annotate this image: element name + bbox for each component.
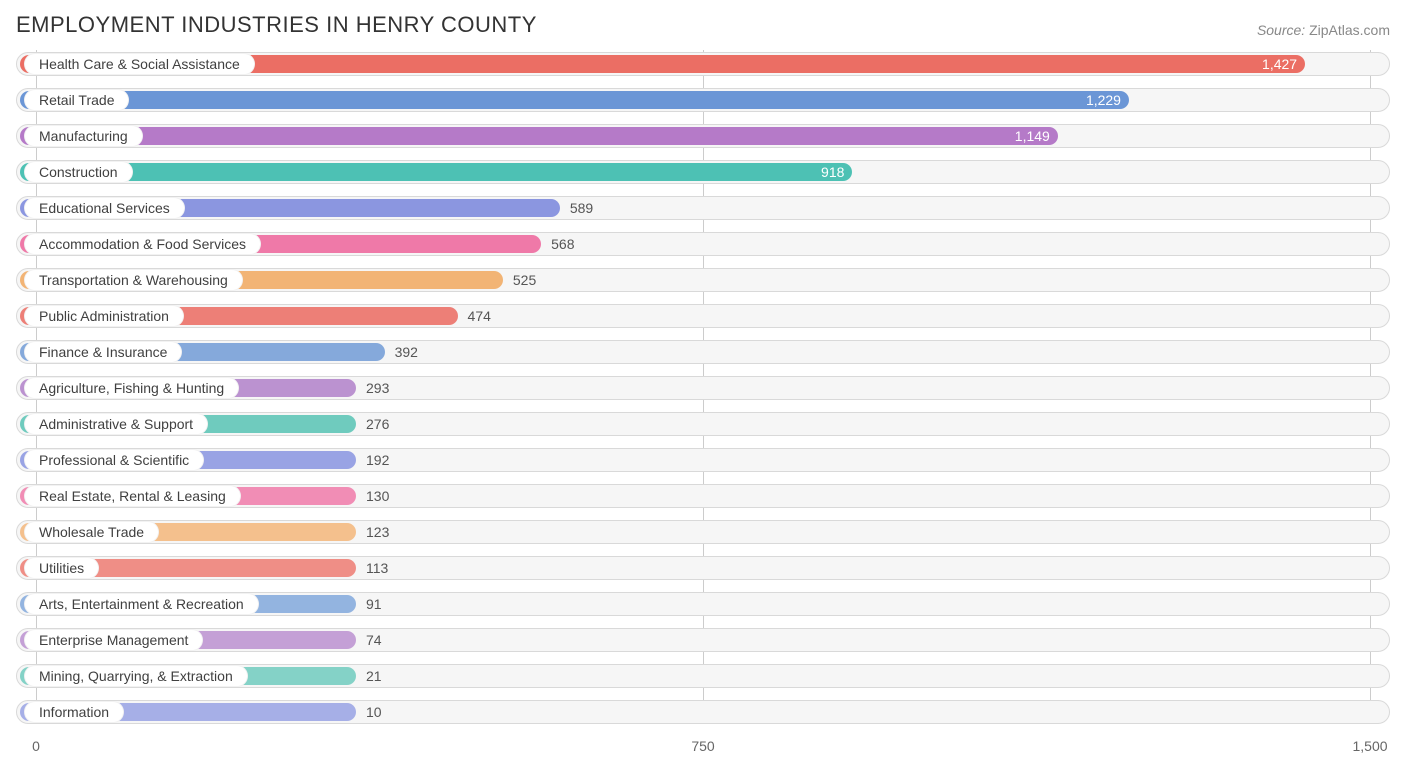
- bar-label-pill: Educational Services: [24, 197, 185, 219]
- bar-row: Educational Services 589: [16, 194, 1390, 222]
- bar-value: 1,427: [1262, 56, 1297, 72]
- bar-label-pill: Mining, Quarrying, & Extraction: [24, 665, 248, 687]
- bar-row: Enterprise Management 74: [16, 626, 1390, 654]
- bar-label-pill: Real Estate, Rental & Leasing: [24, 485, 241, 507]
- bar-value: 1,229: [1086, 92, 1121, 108]
- bar-label-pill: Transportation & Warehousing: [24, 269, 243, 291]
- bar-row: Mining, Quarrying, & Extraction 21: [16, 662, 1390, 690]
- bar-row: Accommodation & Food Services 568: [16, 230, 1390, 258]
- bar-value: 276: [366, 416, 389, 432]
- bar-label-pill: Construction: [24, 161, 133, 183]
- chart-header: EMPLOYMENT INDUSTRIES IN HENRY COUNTY So…: [16, 12, 1390, 38]
- bar-label-pill: Finance & Insurance: [24, 341, 182, 363]
- bar-value: 1,149: [1015, 128, 1050, 144]
- bar-value: 589: [570, 200, 593, 216]
- bar-fill: [20, 163, 852, 181]
- source-value: ZipAtlas.com: [1309, 22, 1390, 38]
- bar-row: Retail Trade 1,229: [16, 86, 1390, 114]
- bar-label-pill: Utilities: [24, 557, 99, 579]
- bar-value: 192: [366, 452, 389, 468]
- bar-row: Administrative & Support 276: [16, 410, 1390, 438]
- source-label: Source:: [1257, 22, 1305, 38]
- bar-row: Wholesale Trade 123: [16, 518, 1390, 546]
- bar-row: Information 10: [16, 698, 1390, 726]
- bar-row: Utilities 113: [16, 554, 1390, 582]
- bar-row: Public Administration 474: [16, 302, 1390, 330]
- bar-row: Manufacturing 1,149: [16, 122, 1390, 150]
- bar-label-pill: Information: [24, 701, 124, 723]
- bar-value: 918: [821, 164, 844, 180]
- bar-label-pill: Administrative & Support: [24, 413, 208, 435]
- bar-row: Finance & Insurance 392: [16, 338, 1390, 366]
- bar-label-pill: Professional & Scientific: [24, 449, 204, 471]
- chart-area: Health Care & Social Assistance 1,427 Reta…: [16, 50, 1390, 758]
- axis-tick: 0: [32, 738, 40, 754]
- bar-label-pill: Accommodation & Food Services: [24, 233, 261, 255]
- bar-rows: Health Care & Social Assistance 1,427 Reta…: [16, 50, 1390, 726]
- chart-title: EMPLOYMENT INDUSTRIES IN HENRY COUNTY: [16, 12, 537, 38]
- bar-label-pill: Agriculture, Fishing & Hunting: [24, 377, 239, 399]
- bar-fill: [20, 91, 1129, 109]
- bar-fill: [20, 127, 1058, 145]
- bar-value: 130: [366, 488, 389, 504]
- bar-label-pill: Retail Trade: [24, 89, 129, 111]
- bar-label-pill: Manufacturing: [24, 125, 143, 147]
- bar-row: Construction 918: [16, 158, 1390, 186]
- chart-source: Source: ZipAtlas.com: [1257, 22, 1390, 38]
- axis-tick: 1,500: [1352, 738, 1387, 754]
- bar-row: Professional & Scientific 192: [16, 446, 1390, 474]
- plot-region: Health Care & Social Assistance 1,427 Reta…: [16, 50, 1390, 738]
- bar-label-pill: Public Administration: [24, 305, 184, 327]
- bar-value: 392: [395, 344, 418, 360]
- bar-value: 474: [468, 308, 491, 324]
- bar-label-pill: Arts, Entertainment & Recreation: [24, 593, 259, 615]
- bar-value: 74: [366, 632, 382, 648]
- bar-row: Arts, Entertainment & Recreation 91: [16, 590, 1390, 618]
- bar-label-pill: Enterprise Management: [24, 629, 203, 651]
- bar-value: 21: [366, 668, 382, 684]
- bar-value: 525: [513, 272, 536, 288]
- bar-value: 91: [366, 596, 382, 612]
- bar-row: Transportation & Warehousing 525: [16, 266, 1390, 294]
- x-axis: 0 750 1,500: [16, 738, 1390, 758]
- bar-label-pill: Health Care & Social Assistance: [24, 53, 255, 75]
- bar-value: 568: [551, 236, 574, 252]
- axis-tick: 750: [691, 738, 714, 754]
- bar-value: 123: [366, 524, 389, 540]
- bar-value: 113: [366, 560, 388, 576]
- bar-row: Agriculture, Fishing & Hunting 293: [16, 374, 1390, 402]
- bar-row: Real Estate, Rental & Leasing 130: [16, 482, 1390, 510]
- bar-label-pill: Wholesale Trade: [24, 521, 159, 543]
- bar-row: Health Care & Social Assistance 1,427: [16, 50, 1390, 78]
- bar-value: 10: [366, 704, 382, 720]
- bar-value: 293: [366, 380, 389, 396]
